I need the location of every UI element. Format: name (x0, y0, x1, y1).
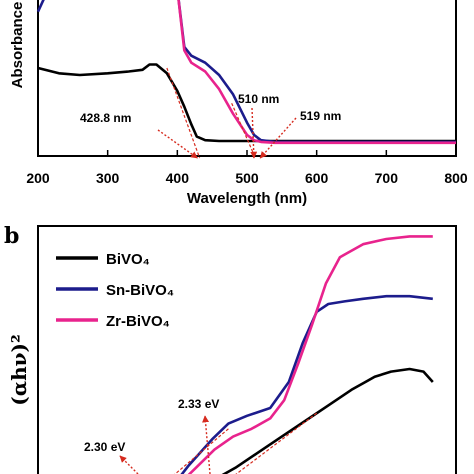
panel-b-annotation-label: 2.33 eV (178, 397, 219, 411)
panel-a-x-axis-title: Wavelength (nm) (187, 190, 307, 207)
panel-b-y-axis-title: (αhν)² (7, 334, 31, 406)
panel-a-series-2-line (177, 0, 456, 145)
panel-b-series-1-line (180, 294, 433, 474)
panel-a-x-tick-label: 600 (305, 170, 329, 186)
panel-b-series-2-line (187, 235, 433, 474)
panel-a-annotation-arrow (259, 117, 297, 159)
panel-a-annotation-label: 510 nm (238, 92, 279, 106)
panel-b-tangent-line (174, 428, 229, 474)
panel-b-annotation-arrow (119, 455, 139, 474)
panel-b-letter: b (4, 223, 19, 249)
panel-a-x-tick-label: 800 (444, 170, 468, 186)
panel-a-annotation-label: 428.8 nm (80, 111, 131, 125)
panel-b-tangent-line (235, 412, 318, 474)
panel-a-series-group (36, 0, 456, 145)
panel-b-annotation-label: 2.30 eV (84, 440, 125, 454)
panel-a-x-tick-label: 700 (375, 170, 399, 186)
panel-b-legend-label: BiVO₄ (106, 251, 150, 268)
panel-a-tangent-line (166, 67, 201, 159)
panel-a-x-tick-label: 500 (235, 170, 259, 186)
panel-a-annotation-arrow (250, 107, 258, 159)
panel-b-series-0-line (221, 367, 434, 474)
panel-a-x-tick-label: 400 (166, 170, 190, 186)
panel-b-series-group (180, 235, 434, 474)
panel-b-legend: BiVO₄ Sn-BiVO₄ Zr-BiVO₄ (56, 251, 174, 330)
panel-a-x-ticks: 200 300 400 500 600 700 800 (26, 150, 468, 186)
panel-b-legend-label: Zr-BiVO₄ (106, 313, 170, 330)
panel-b-legend-label: Sn-BiVO₄ (106, 282, 174, 299)
panel-a-y-axis-title: Absorbance (9, 2, 26, 89)
panel-a-x-tick-label: 300 (96, 170, 120, 186)
panel-a-annotation-arrow (157, 129, 198, 159)
panel-a-annotations: 428.8 nm 510 nm 519 nm (80, 67, 341, 159)
panel-a-x-tick-label: 200 (26, 170, 50, 186)
panel-b-annotations: 2.33 eV 2.30 eV (84, 397, 318, 474)
panel-b-annotation-arrow (202, 415, 211, 474)
panel-b-frame (37, 225, 457, 474)
panel-b: b 2.33 eV 2.30 eV BiVO₄ Sn-BiVO₄ Zr-BiVO₄ (… (4, 223, 457, 474)
panel-a: 428.8 nm 510 nm 519 nm 200 300 400 500 600 700 8… (9, 0, 468, 207)
panel-a-annotation-label: 519 nm (300, 109, 341, 123)
